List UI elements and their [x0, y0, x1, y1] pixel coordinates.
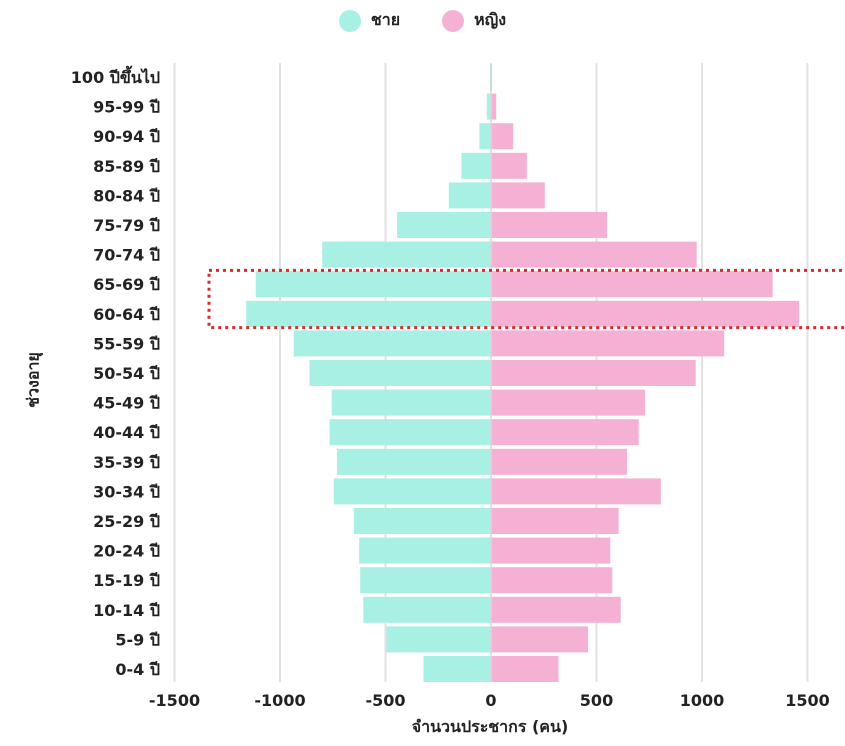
y-tick-label: 5-9 ปี [115, 630, 160, 649]
legend-label-female: หญิง [474, 10, 507, 29]
x-tick-label: -1500 [149, 691, 200, 710]
bar-male [423, 656, 491, 682]
bar-female [491, 389, 646, 416]
bar-female [491, 626, 589, 653]
y-tick-label: 50-54 ปี [93, 364, 160, 383]
bar-male [336, 448, 491, 475]
bar-male [353, 508, 491, 534]
bar-female [491, 360, 696, 386]
y-tick-label: 75-79 ปี [93, 216, 160, 235]
x-tick-label: -500 [365, 691, 405, 710]
bar-female [491, 419, 639, 446]
bar-female [491, 300, 800, 327]
y-tick-label: 55-59 ปี [93, 334, 160, 353]
bar-male [363, 596, 491, 623]
x-tick-label: 1000 [680, 691, 725, 710]
bar-female [491, 241, 697, 268]
bar-male [331, 389, 491, 416]
y-tick-label: 90-94 ปี [93, 127, 160, 146]
legend-swatch-male [338, 9, 361, 32]
y-tick-label: 65-69 ปี [93, 275, 160, 294]
bar-female [491, 508, 619, 534]
bar-female [491, 448, 628, 475]
bar-male [397, 212, 491, 238]
bar-male [359, 537, 491, 564]
bar-male [386, 626, 491, 653]
x-tick-label: 1500 [785, 691, 830, 710]
y-tick-label: 80-84 ปี [93, 186, 160, 205]
bar-female [491, 182, 545, 209]
bar-female [491, 330, 725, 357]
legend-item-male[interactable]: ชาย [338, 8, 401, 33]
y-tick-label: 60-64 ปี [93, 305, 160, 324]
bar-female [491, 123, 514, 150]
y-tick-label: 20-24 ปี [93, 542, 160, 561]
y-tick-label: 40-44 ปี [93, 423, 160, 442]
bar-male [246, 300, 491, 327]
x-axis-title: จำนวนประชากร (คน) [411, 717, 569, 736]
bar-female [491, 478, 661, 505]
y-tick-label: 85-89 ปี [93, 157, 160, 176]
legend: ชาย หญิง [0, 8, 845, 33]
bar-female [491, 93, 497, 120]
bar-male [461, 152, 491, 179]
x-tick-label: 0 [485, 691, 496, 710]
bar-male [255, 271, 491, 298]
highlight-box [207, 268, 845, 330]
y-tick-label: 35-39 ปี [93, 453, 160, 472]
y-tick-label: 10-14 ปี [93, 601, 160, 620]
bar-male [486, 93, 491, 120]
bar-male [329, 419, 491, 446]
bar-male [309, 360, 491, 386]
bar-female [491, 567, 613, 594]
legend-label-male: ชาย [370, 10, 401, 29]
y-tick-label: 95-99 ปี [93, 98, 160, 117]
y-tick-label: 30-34 ปี [93, 482, 160, 501]
bar-male [322, 241, 491, 268]
x-tick-label: 500 [580, 691, 613, 710]
y-tick-label: 70-74 ปี [93, 246, 160, 265]
bar-female [491, 537, 611, 564]
legend-swatch-female [442, 9, 465, 32]
y-tick-label: 100 ปีขึ้นไป [71, 65, 160, 87]
bar-male [448, 182, 491, 209]
bar-female [491, 656, 559, 682]
bar-male [360, 567, 491, 594]
bar-female [491, 271, 773, 298]
bar-female [491, 212, 608, 238]
y-tick-label: 0-4 ปี [115, 660, 160, 679]
legend-item-female[interactable]: หญิง [442, 8, 506, 33]
bar-female [491, 596, 621, 623]
y-tick-label: 25-29 ปี [93, 512, 160, 531]
bar-female [491, 152, 527, 179]
y-tick-label: 45-49 ปี [93, 394, 160, 413]
y-tick-label: 15-19 ปี [93, 571, 160, 590]
bar-male [479, 123, 491, 150]
x-tick-label: -1000 [254, 691, 305, 710]
bar-male [333, 478, 491, 505]
y-axis-title: ช่วงอายุ [23, 352, 43, 408]
bar-male [293, 330, 491, 357]
